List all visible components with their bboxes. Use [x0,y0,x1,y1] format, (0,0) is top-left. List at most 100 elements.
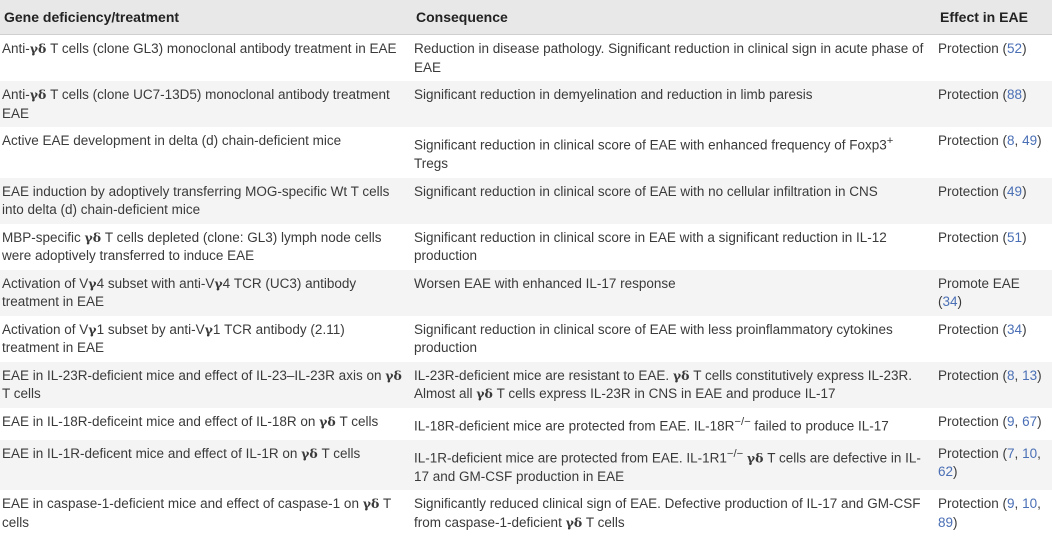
effect-cell: Protection (7, 10, 62) [936,439,1052,490]
header-effect: Effect in EAE [936,0,1052,35]
reference-link[interactable]: 10 [1022,445,1038,461]
treatment-cell: Active EAE development in delta (d) chai… [0,127,412,178]
reference-link[interactable]: 52 [1007,41,1023,56]
table-row: Activation of Vγ1 subset by anti-Vγ1 TCR… [0,316,1052,362]
greek-symbol: γδ [301,445,318,461]
reference-link[interactable]: 67 [1022,413,1038,429]
reference-link[interactable]: 62 [938,464,954,479]
cell-text: failed to produce IL-17 [750,418,889,433]
greek-symbol: γδ [746,450,764,465]
header-consequence: Consequence [412,0,936,35]
cell-text: Significant reduction in clinical score … [414,183,878,199]
cell-text: ) [1022,229,1027,245]
cell-text: Significant reduction in clinical score … [414,229,887,264]
table-row: MBP-specific γδ T cells depleted (clone:… [0,224,1052,270]
effect-cell: Promote EAE (34) [936,269,1052,316]
cell-text: MBP-specific [2,229,85,245]
greek-symbol: γ [88,275,97,291]
cell-text: 1 subset by anti-V [96,321,205,337]
cell-text: EAE in caspase-1-deficient mice and effe… [2,496,363,511]
cell-text: Protection ( [938,41,1008,56]
treatment-cell: Activation of Vγ4 subset with anti-Vγ4 T… [0,269,412,316]
cell-text: Protection ( [938,87,1008,102]
consequence-cell: Significantly reduced clinical sign of E… [412,490,936,536]
cell-text: IL-23R-deficient mice are resistant to E… [414,367,673,383]
cell-text: T cells [2,496,392,530]
treatment-cell: Activation of Vγ1 subset by anti-Vγ1 TCR… [0,316,412,362]
effect-cell: Protection (9, 10, 89) [936,490,1052,536]
cell-text: Anti- [2,87,30,102]
consequence-cell: Significant reduction in clinical score … [412,316,936,362]
reference-link[interactable]: 89 [938,514,954,530]
consequence-cell: Significant reduction in clinical score … [412,224,936,270]
cell-text: 4 subset with anti-V [96,275,215,291]
cell-text: , [1014,133,1023,148]
greek-symbol: γδ [362,496,380,511]
reference-link[interactable]: 8 [1007,133,1015,148]
superscript: −/− [734,415,751,428]
reference-link[interactable]: 88 [1007,87,1023,102]
cell-text: Active EAE development in delta (d) chai… [2,133,342,148]
consequence-cell: Significant reduction in demyelination a… [412,81,936,127]
reference-link[interactable]: 10 [1022,496,1038,511]
reference-link[interactable]: 8 [1007,367,1015,383]
table-row: EAE in IL-23R-deficient mice and effect … [0,361,1052,408]
cell-text: ) [1037,413,1042,429]
greek-symbol: γδ [29,87,47,102]
cell-text: T cells [317,445,361,461]
greek-symbol: γ [204,321,213,337]
reference-link[interactable]: 34 [1007,321,1023,337]
treatment-cell: EAE induction by adoptively transferring… [0,177,412,224]
cell-text: ) [953,464,958,479]
cell-text: Worsen EAE with enhanced IL-17 response [414,275,676,291]
cell-text: Significantly reduced clinical sign of E… [414,496,921,530]
cell-text: , [1037,445,1041,461]
reference-link[interactable]: 49 [1022,133,1038,148]
cell-text: Protection ( [938,133,1008,148]
cell-text: , [1037,496,1041,511]
table-row: Active EAE development in delta (d) chai… [0,127,1052,178]
cell-text: T cells [2,386,41,401]
table-row: Anti-γδ T cells (clone GL3) monoclonal a… [0,35,1052,82]
cell-text: IL-18R-deficient mice are protected from… [414,418,735,433]
reference-link[interactable]: 9 [1007,413,1015,429]
cell-text: Activation of V [2,321,89,337]
reference-link[interactable]: 7 [1007,445,1015,461]
cell-text: T cells depleted (clone: GL3) lymph node… [2,229,382,264]
cell-text: Tregs [414,156,449,171]
cell-text: T cells express IL-23R in CNS in EAE and… [492,386,836,401]
greek-symbol: γδ [385,367,402,383]
cell-text: EAE induction by adoptively transferring… [2,183,390,218]
greek-symbol: γ [88,321,97,337]
table-row: Activation of Vγ4 subset with anti-Vγ4 T… [0,269,1052,316]
cell-text: ) [1037,133,1042,148]
cell-text: Protection ( [938,445,1008,461]
treatment-cell: EAE in IL-18R-deficeint mice and effect … [0,408,412,440]
cell-text: ) [1022,87,1027,102]
reference-link[interactable]: 34 [942,294,958,309]
treatment-cell: Anti-γδ T cells (clone GL3) monoclonal a… [0,35,412,82]
cell-text: Promote EAE ( [938,275,1020,310]
reference-link[interactable]: 9 [1007,496,1015,511]
reference-link[interactable]: 13 [1022,367,1038,383]
greek-symbol: γδ [476,386,493,401]
effect-cell: Protection (8, 13) [936,361,1052,408]
table-row: EAE in IL-1R-deficent mice and effect of… [0,439,1052,490]
reference-link[interactable]: 51 [1007,229,1023,245]
cell-text: T cells [335,413,379,429]
cell-text: EAE in IL-23R-deficient mice and effect … [2,367,386,383]
greek-symbol: γδ [672,367,690,383]
cell-text: T cells constitutively express IL-23R. A… [414,367,913,402]
cell-text: Protection ( [938,413,1008,429]
greek-symbol: γδ [565,514,583,530]
consequence-cell: Significant reduction in clinical score … [412,127,936,178]
reference-link[interactable]: 49 [1007,183,1023,199]
cell-text: T cells are defective in IL-17 and GM-CS… [414,450,921,484]
cell-text: ) [1022,321,1027,337]
effect-cell: Protection (9, 67) [936,408,1052,440]
effect-cell: Protection (49) [936,177,1052,224]
cell-text: EAE in IL-1R-deficent mice and effect of… [2,445,302,461]
cell-text: 4 TCR (UC3) antibody treatment in EAE [2,275,357,310]
cell-text: Significant reduction in clinical score … [414,321,893,356]
cell-text: ) [1022,41,1027,56]
